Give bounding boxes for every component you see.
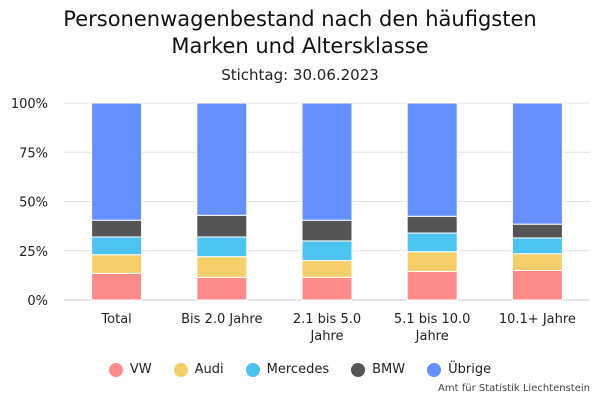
chart-title: Personenwagenbestand nach den häufigsten…: [63, 7, 537, 58]
bar-segment-bmw: [511, 223, 563, 239]
bar-segment-bmw: [196, 214, 248, 238]
bar-segment-bmw: [301, 219, 353, 242]
legend-swatch: [245, 362, 260, 377]
bar-segment-vw: [301, 276, 353, 301]
bar-segment-bmw: [91, 219, 143, 238]
chart-legend: VW Audi Mercedes BMW Übrige: [0, 362, 600, 377]
bar-segment-mercedes: [406, 232, 458, 253]
legend-swatch: [351, 362, 366, 377]
bar-segment-mercedes: [91, 236, 143, 256]
chart-subtitle: Stichtag: 30.06.2023: [221, 66, 379, 84]
legend-label: Mercedes: [266, 362, 330, 377]
y-tick-label: 75%: [19, 146, 48, 161]
bar-segment-vw: [406, 270, 458, 301]
legend-swatch: [427, 362, 442, 377]
bar-segment-audi: [91, 254, 143, 274]
y-tick-label: 0%: [27, 294, 48, 309]
y-tick-label: 50%: [19, 196, 48, 211]
source-note: Amt für Statistik Liechtenstein: [438, 383, 590, 394]
bar-segment-übrige: [301, 102, 353, 221]
x-tick-label: Bis 2.0 Jahre: [181, 312, 262, 327]
legend-swatch: [173, 362, 188, 377]
y-tick-label: 100%: [11, 97, 48, 112]
bar-segment-übrige: [406, 102, 458, 217]
bar-segment-audi: [511, 253, 563, 271]
x-tick-label: 2.1 bis 5.0 Jahre: [293, 312, 361, 344]
bar-segment-vw: [511, 269, 563, 301]
bar-segment-audi: [301, 260, 353, 278]
x-tick-label: 10.1+ Jahre: [499, 312, 576, 327]
x-tick-label: 5.1 bis 10.0 Jahre: [394, 312, 471, 344]
legend-item: Übrige: [427, 362, 491, 377]
legend-label: Audi: [194, 362, 224, 377]
legend-swatch: [108, 362, 123, 377]
legend-item: Audi: [173, 362, 224, 377]
bar-segment-bmw: [406, 215, 458, 234]
bar-segment-mercedes: [301, 240, 353, 262]
legend-item: BMW: [351, 362, 405, 377]
bar-segment-vw: [91, 272, 143, 301]
legend-label: BMW: [372, 362, 406, 377]
legend-label: VW: [129, 362, 152, 377]
bar-segment-audi: [196, 256, 248, 278]
bar-segment-übrige: [196, 102, 248, 216]
y-tick-label: 25%: [19, 245, 48, 260]
legend-item: Mercedes: [245, 362, 330, 377]
legend-label: Übrige: [448, 362, 492, 377]
x-tick-label: Total: [100, 312, 131, 327]
bar-segment-audi: [406, 251, 458, 272]
bar-segment-mercedes: [196, 236, 248, 258]
bar-segment-vw: [196, 276, 248, 301]
bar-segment-übrige: [91, 102, 143, 221]
bar-segment-mercedes: [511, 237, 563, 255]
legend-item: VW: [108, 362, 152, 377]
bar-segment-übrige: [511, 102, 563, 225]
